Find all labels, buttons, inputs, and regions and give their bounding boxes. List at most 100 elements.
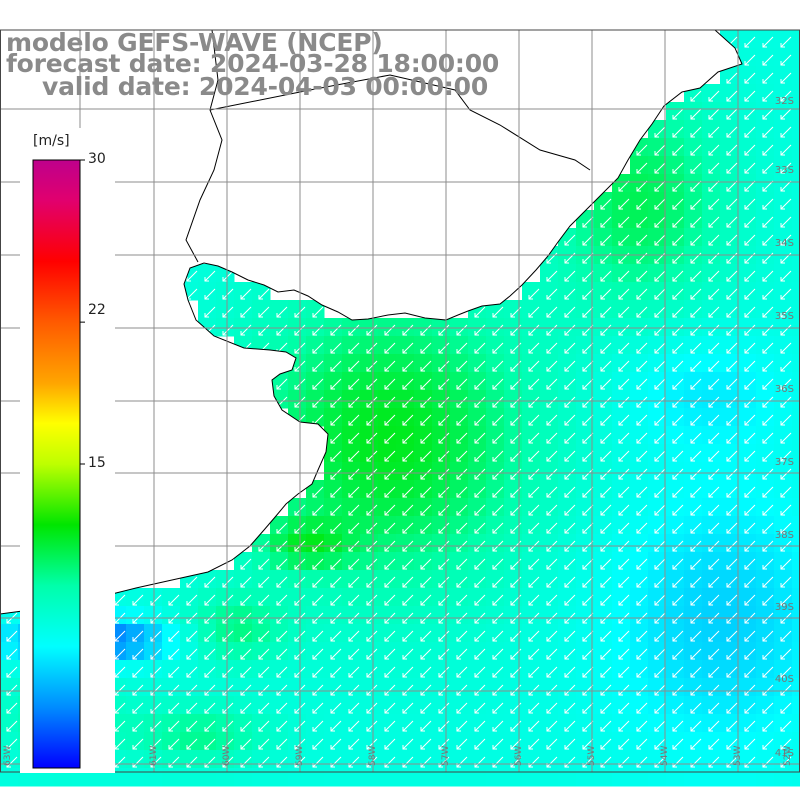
wind-arrow xyxy=(546,450,558,462)
wind-arrow xyxy=(582,702,594,714)
wind-arrow xyxy=(636,432,648,444)
wind-arrow xyxy=(762,324,774,336)
wind-arrow xyxy=(384,414,396,426)
wind-cell xyxy=(162,660,181,679)
wind-cell xyxy=(450,408,469,427)
wind-arrow xyxy=(222,666,234,678)
wind-cell xyxy=(666,354,685,373)
wind-arrow xyxy=(672,270,684,282)
wind-arrow xyxy=(366,702,378,714)
wind-arrow xyxy=(204,738,216,750)
wind-cell xyxy=(774,624,793,643)
wind-cell xyxy=(738,462,757,481)
wind-cell xyxy=(378,444,397,463)
wind-cell xyxy=(684,282,703,301)
wind-arrow xyxy=(762,432,774,444)
wind-cell xyxy=(630,552,649,571)
wind-arrow xyxy=(726,270,738,282)
wind-cell xyxy=(576,264,595,283)
wind-arrow xyxy=(330,522,342,534)
wind-arrow xyxy=(384,576,396,588)
wind-arrow xyxy=(690,648,702,660)
wind-arrow xyxy=(258,738,270,750)
wind-cell xyxy=(630,336,649,355)
wind-arrow xyxy=(132,630,144,642)
wind-arrow xyxy=(528,378,540,390)
wind-arrow xyxy=(672,360,684,372)
lat-label: 38S xyxy=(775,530,794,541)
wind-cell xyxy=(756,444,775,463)
wind-cell xyxy=(360,732,379,751)
wind-arrow xyxy=(420,342,432,354)
wind-arrow xyxy=(384,360,396,372)
wind-cell xyxy=(738,714,757,733)
wind-cell xyxy=(216,318,235,337)
wind-cell xyxy=(342,318,361,337)
wind-cell xyxy=(252,696,271,715)
wind-cell xyxy=(180,678,199,697)
wind-cell xyxy=(648,588,667,607)
wind-arrow xyxy=(690,378,702,390)
wind-cell xyxy=(432,426,451,445)
wind-arrow xyxy=(780,702,792,714)
wind-cell xyxy=(360,462,379,481)
wind-arrow xyxy=(780,54,792,66)
wind-arrow xyxy=(780,450,792,462)
wind-cell xyxy=(342,768,361,787)
wind-arrow xyxy=(402,396,414,408)
wind-cell xyxy=(504,768,523,787)
wind-cell xyxy=(666,120,685,139)
wind-cell xyxy=(378,354,397,373)
wind-cell xyxy=(216,696,235,715)
wind-arrow xyxy=(528,720,540,732)
wind-cell xyxy=(0,696,19,715)
wind-arrow xyxy=(690,396,702,408)
wind-cell xyxy=(270,570,289,589)
wind-cell xyxy=(558,336,577,355)
wind-cell xyxy=(774,264,793,283)
wind-arrow xyxy=(690,504,702,516)
wind-arrow xyxy=(168,684,180,696)
wind-cell xyxy=(306,678,325,697)
wind-cell xyxy=(738,426,757,445)
wind-arrow xyxy=(708,432,720,444)
wind-cell xyxy=(504,444,523,463)
wind-cell xyxy=(162,624,181,643)
wind-cell xyxy=(486,750,505,769)
wind-cell xyxy=(648,444,667,463)
wind-cell xyxy=(792,570,800,589)
wind-arrow xyxy=(402,450,414,462)
wind-cell xyxy=(720,156,739,175)
wind-cell xyxy=(684,318,703,337)
wind-cell xyxy=(684,606,703,625)
wind-cell xyxy=(756,48,775,67)
wind-cell xyxy=(270,768,289,787)
wind-arrow xyxy=(672,576,684,588)
wind-arrow xyxy=(456,414,468,426)
wind-cell xyxy=(450,426,469,445)
wind-arrow xyxy=(582,270,594,282)
wind-arrow xyxy=(402,432,414,444)
wind-cell xyxy=(360,660,379,679)
wind-arrow xyxy=(672,522,684,534)
wind-arrow xyxy=(474,468,486,480)
wind-arrow xyxy=(402,504,414,516)
wind-arrow xyxy=(582,378,594,390)
wind-cell xyxy=(288,300,307,319)
wind-cell xyxy=(522,516,541,535)
wind-cell xyxy=(594,570,613,589)
wind-arrow xyxy=(690,126,702,138)
wind-arrow xyxy=(744,144,756,156)
wind-cell xyxy=(576,768,595,787)
wind-cell xyxy=(324,390,343,409)
wind-cell xyxy=(612,336,631,355)
wind-arrow xyxy=(348,666,360,678)
wind-cell xyxy=(198,714,217,733)
wind-arrow xyxy=(312,522,324,534)
wind-cell xyxy=(594,516,613,535)
wind-arrow xyxy=(402,414,414,426)
wind-arrow xyxy=(744,522,756,534)
wind-cell xyxy=(576,426,595,445)
wind-cell xyxy=(720,102,739,121)
wind-cell xyxy=(522,336,541,355)
